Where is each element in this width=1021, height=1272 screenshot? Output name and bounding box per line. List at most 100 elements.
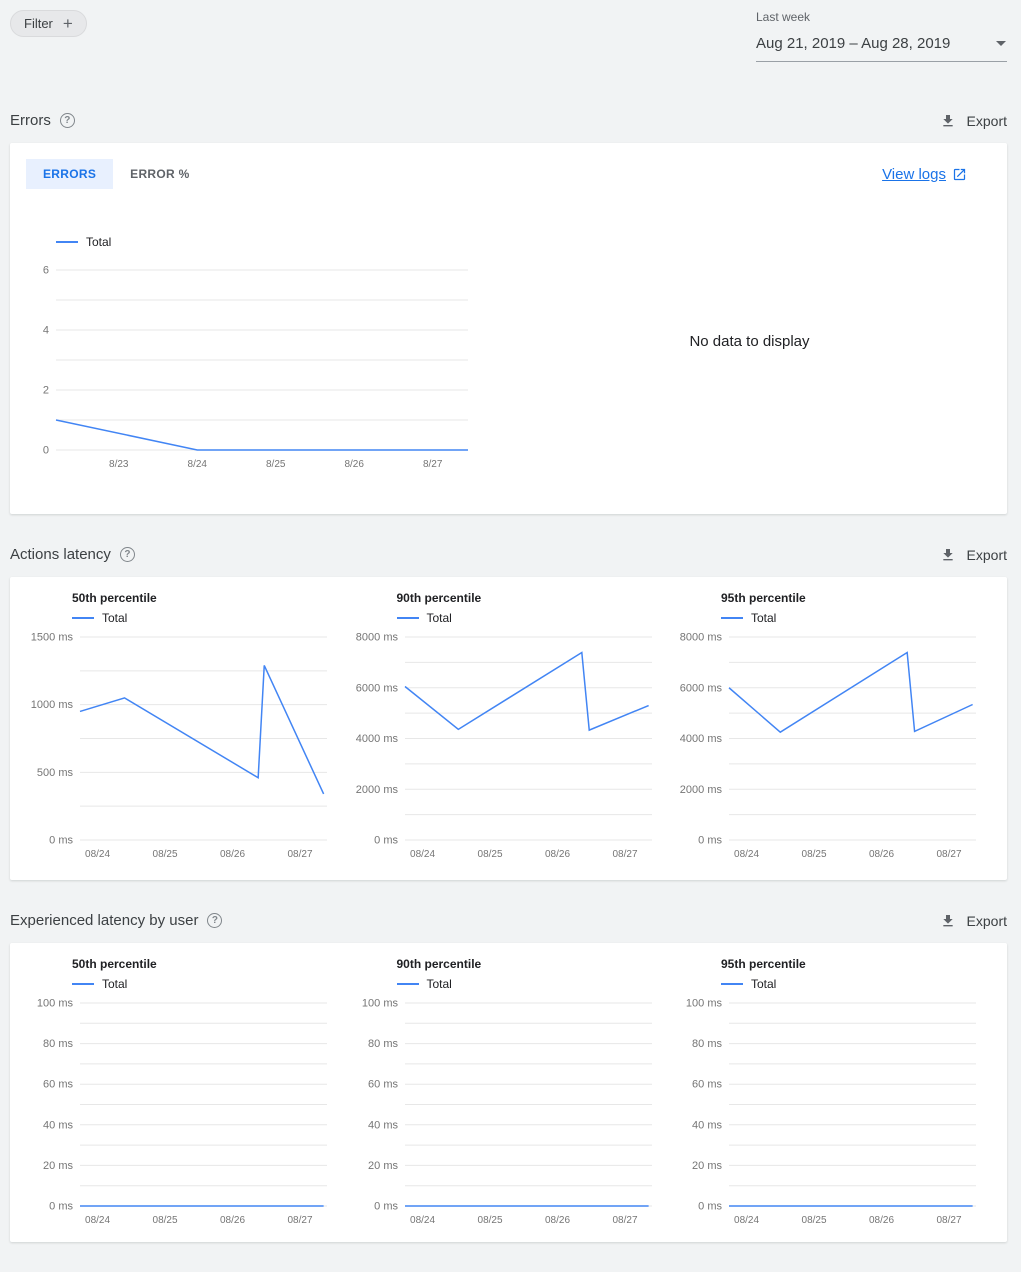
export-user-latency-button[interactable]: Export [940,913,1007,929]
svg-text:4: 4 [43,325,49,337]
export-actions-latency-button[interactable]: Export [940,547,1007,563]
legend-line-swatch [396,617,419,619]
date-range-select[interactable]: Aug 21, 2019 – Aug 28, 2019 [756,35,1007,62]
errors-card: ERRORS ERROR % View logs Total 0 2 4 6 8/23 8… [10,143,1007,514]
svg-text:08/27: 08/27 [936,1215,961,1226]
help-icon[interactable]: ? [59,113,75,128]
legend-label: Total [86,235,112,249]
chart-legend: Total [72,977,338,991]
no-data-message: No data to display [689,333,810,350]
download-icon [942,114,953,126]
svg-text:8000 ms: 8000 ms [680,632,723,644]
svg-text:08/26: 08/26 [545,1215,570,1226]
svg-text:0 ms: 0 ms [698,1201,722,1213]
chart-legend: Total [396,977,663,991]
svg-text:0: 0 [43,445,49,457]
errors-section-title: Errors [10,112,51,129]
actions-latency-95th-col: 95th percentile Total 0 ms 2000 ms 4000 ms… [679,591,987,864]
legend-label: Total [426,977,452,991]
errors-chart-legend: Total [56,235,508,249]
chart-legend: Total [396,611,663,625]
svg-text:60 ms: 60 ms [368,1079,398,1091]
help-icon[interactable]: ? [119,547,135,562]
chart-legend: Total [72,611,338,625]
export-label: Export [966,546,1007,563]
svg-text:08/24: 08/24 [734,849,759,860]
period-preset-label: Last week [756,10,811,24]
errors-card-body: Total 0 2 4 6 8/23 8/24 8/25 8/26 8/27 No data t… [26,235,991,474]
legend-label: Total [426,611,452,625]
errors-chart-block: Total 0 2 4 6 8/23 8/24 8/25 8/26 8/27 [26,235,508,474]
filter-button[interactable]: Filter + [10,10,87,37]
svg-text:80 ms: 80 ms [43,1038,73,1050]
tab-error-percent[interactable]: ERROR % [130,167,190,181]
svg-text:08/24: 08/24 [85,849,110,860]
svg-text:2000 ms: 2000 ms [680,784,723,796]
svg-text:0 ms: 0 ms [49,1201,73,1213]
legend-label: Total [751,977,777,991]
svg-text:08/25: 08/25 [477,849,502,860]
caret-down-icon [996,40,1006,46]
svg-text:80 ms: 80 ms [368,1038,398,1050]
actions-latency-90th-col: 90th percentile Total 0 ms 2000 ms 4000 ms… [355,591,663,864]
svg-text:80 ms: 80 ms [692,1038,722,1050]
user-latency-90th-chart: 0 ms 20 ms 40 ms 60 ms 80 ms 100 ms 08/24 08/25… [361,998,652,1226]
svg-text:8/24: 8/24 [188,459,208,470]
svg-text:8/26: 8/26 [344,459,364,470]
svg-text:6: 6 [43,265,49,277]
actions-latency-title-row: Actions latency ? [10,546,135,563]
errors-card-head: ERRORS ERROR % View logs [26,159,991,189]
svg-text:08/27: 08/27 [936,849,961,860]
chart-title: 95th percentile [721,957,806,971]
svg-text:100 ms: 100 ms [361,998,398,1010]
svg-text:60 ms: 60 ms [692,1079,722,1091]
legend-label: Total [102,611,128,625]
svg-text:4000 ms: 4000 ms [355,733,398,745]
user-latency-card: 50th percentile Total 0 ms 20 ms 40 ms 60 m… [10,943,1007,1242]
user-latency-95th-col: 95th percentile Total 0 ms 20 ms 40 ms 60 m… [679,957,987,1230]
legend-line-swatch [721,983,743,985]
topbar: Filter + Last week Aug 21, 2019 – Aug 28… [0,0,1021,62]
legend-line-swatch [56,241,78,243]
svg-text:08/27: 08/27 [612,1215,637,1226]
svg-text:08/25: 08/25 [802,849,827,860]
errors-tabs: ERRORS ERROR % [26,159,207,189]
svg-text:08/27: 08/27 [287,849,312,860]
tab-errors[interactable]: ERRORS [26,159,114,189]
errors-section-header: Errors ? Export [10,112,1007,129]
view-logs-link[interactable]: View logs [882,166,967,183]
filter-label: Filter [24,16,53,31]
svg-text:08/25: 08/25 [802,1215,827,1226]
legend-label: Total [102,977,128,991]
user-latency-title-row: Experienced latency by user ? [10,912,223,929]
errors-section-title-row: Errors ? [10,112,75,129]
user-latency-50th-chart: 0 ms 20 ms 40 ms 60 ms 80 ms 100 ms 08/24 08/25… [37,998,327,1226]
actions-latency-section-title: Actions latency [10,546,111,563]
actions-latency-50th-col: 50th percentile Total 0 ms 500 ms 1000 ms 1… [30,591,338,864]
errors-line-chart: 0 2 4 6 8/23 8/24 8/25 8/26 8/27 [43,265,468,470]
svg-text:08/25: 08/25 [153,1215,178,1226]
svg-text:08/24: 08/24 [410,1215,435,1226]
user-latency-90th-col: 90th percentile Total 0 ms 20 ms 40 ms 60 m… [355,957,663,1230]
download-icon [942,914,953,926]
svg-text:08/26: 08/26 [545,849,570,860]
svg-text:20 ms: 20 ms [43,1160,73,1172]
svg-text:6000 ms: 6000 ms [355,682,398,694]
legend-line-swatch [72,617,94,619]
chart-legend: Total [721,611,987,625]
svg-text:08/25: 08/25 [153,849,178,860]
svg-text:08/24: 08/24 [734,1215,759,1226]
chart-title: 95th percentile [721,591,806,605]
chart-title: 90th percentile [396,957,482,971]
svg-text:8/23: 8/23 [109,459,129,470]
svg-text:40 ms: 40 ms [368,1119,398,1131]
svg-text:08/26: 08/26 [869,1215,894,1226]
svg-text:0 ms: 0 ms [49,835,73,847]
help-icon[interactable]: ? [207,913,223,928]
svg-text:20 ms: 20 ms [368,1160,398,1172]
chart-legend: Total [721,977,987,991]
chart-title: 50th percentile [72,957,157,971]
svg-text:60 ms: 60 ms [43,1079,73,1091]
svg-text:08/24: 08/24 [410,849,435,860]
export-errors-button[interactable]: Export [940,113,1007,129]
